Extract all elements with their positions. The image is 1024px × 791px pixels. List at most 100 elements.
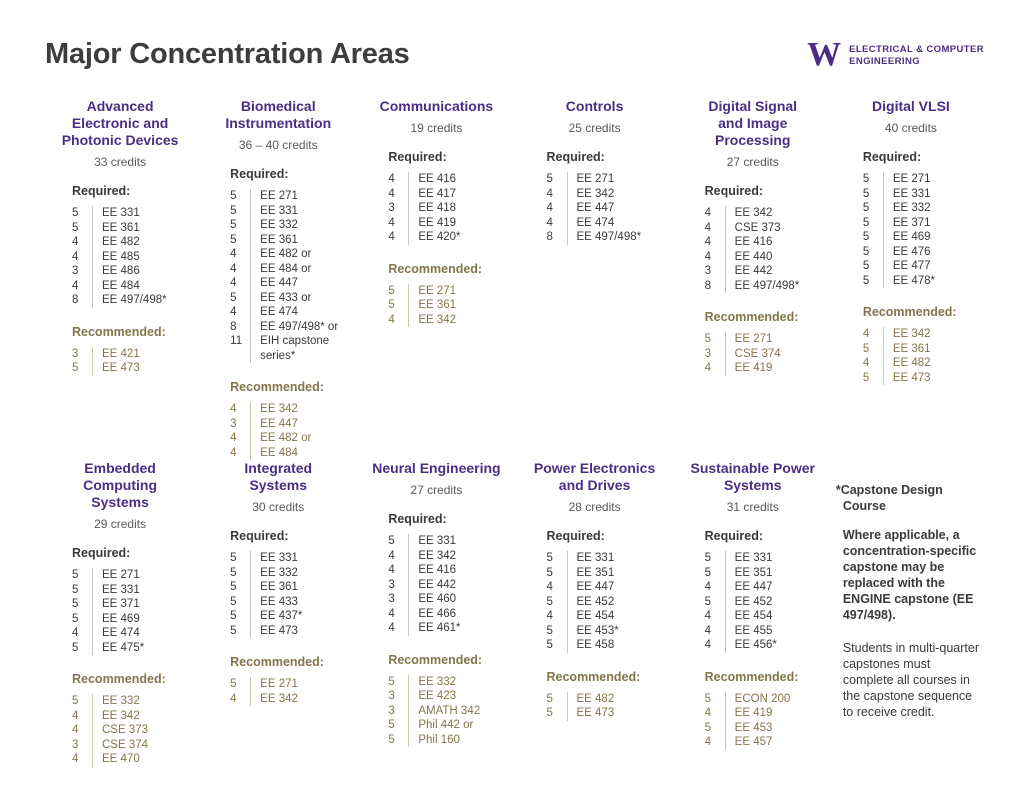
course-name: Phil 442 or (408, 718, 473, 733)
course-name: EE 457 (724, 735, 772, 750)
course-row: 4 EE 342 (72, 708, 195, 723)
footnote-replacement-note: Where applicable, a concentration-specif… (842, 528, 977, 622)
course-name: EE 423 (408, 689, 456, 704)
course-name: EE 331 (250, 203, 298, 218)
course-name: EE 361 (92, 220, 140, 235)
course-row: 5 EE 332 (388, 674, 511, 689)
course-name: EE 447 (566, 580, 614, 595)
course-row: 4 EE 454 (547, 609, 670, 624)
course-name: EE 351 (566, 565, 614, 580)
course-credits: 4 (230, 306, 237, 318)
course-credits: 4 (388, 549, 395, 562)
course-credits: 3 (704, 265, 712, 277)
course-name: EE 474 (250, 305, 298, 320)
course-credits: 5 (546, 707, 553, 719)
recommended-course-list: 5 EE 332 4 EE 342 4 CSE 373 3 CSE 374 4 EE 470 (72, 694, 195, 767)
course-row: 4 EE 447 (230, 276, 353, 291)
concentration-card-digital-vlsi: Digital VLSI 40 credits Required: 5 EE 271 5 E… (836, 98, 986, 433)
course-credits: 5 (230, 595, 237, 608)
concentration-title: Neural Engineering (372, 460, 501, 476)
course-credits: 5 (230, 610, 237, 622)
course-name: EE 447 (250, 416, 298, 431)
course-name: EE 440 (724, 249, 772, 264)
course-row: 11 EIH capstone series* (230, 334, 353, 363)
page-title: Major Concentration Areas (45, 38, 410, 70)
course-row: 4 EE 419 (705, 706, 828, 721)
course-credits: 4 (230, 446, 237, 459)
course-name: EE 484 (92, 278, 140, 293)
course-name: EIH capstone series* (250, 334, 353, 363)
course-name: EE 461* (408, 621, 461, 636)
course-name: EE 482 (566, 691, 614, 706)
recommended-course-list: 4 EE 342 5 EE 361 4 EE 482 5 EE 473 (863, 327, 986, 385)
required-course-list: 5 EE 271 5 EE 331 5 EE 371 5 EE 469 4 EE 474 5 EE 4… (72, 568, 195, 655)
course-credits: 5 (704, 566, 712, 579)
course-credits: 3 (388, 593, 395, 605)
course-credits: 3 (388, 202, 395, 214)
uw-logo-line1: ELECTRICAL & COMPUTER (849, 44, 984, 55)
course-credits: 5 (862, 260, 870, 272)
course-credits: 5 (72, 583, 79, 596)
course-credits: 3 (388, 578, 395, 591)
course-row: 5 EE 371 (863, 215, 986, 230)
course-name: EE 332 (92, 694, 140, 709)
concentration-body: Required: 5 EE 331 5 EE 351 4 EE 447 5 EE 452 4 EE… (547, 529, 670, 721)
course-row: 4 EE 342 (547, 186, 670, 201)
course-name: EE 361 (882, 341, 931, 356)
course-credits: 4 (546, 581, 553, 593)
course-credits: 5 (862, 173, 870, 185)
course-name: EE 417 (408, 186, 456, 201)
course-credits: 5 (704, 721, 712, 734)
course-credits: 5 (388, 284, 395, 297)
course-row: 4 EE 474 (72, 626, 195, 641)
concentration-grid: Advanced Electronic and Photonic Devices… (45, 98, 986, 767)
course-row: 5 EE 473 (547, 706, 670, 721)
course-name: EE 469 (882, 230, 931, 245)
course-row: 4 EE 484 or (230, 261, 353, 276)
course-credits: 5 (388, 719, 395, 731)
course-credits: 4 (704, 707, 712, 719)
course-row: 5 EE 469 (863, 230, 986, 245)
course-row: 8 EE 497/498* (72, 293, 195, 308)
course-credits: 5 (388, 733, 395, 746)
concentration-body: Required: 5 EE 331 4 EE 342 4 EE 416 3 EE 442 3 EE… (388, 512, 511, 747)
course-name: EE 476 (882, 244, 931, 259)
course-row: 3 EE 442 (705, 264, 828, 279)
course-credits: 4 (704, 581, 712, 593)
concentration-credits: 33 credits (94, 155, 147, 169)
course-row: 4 CSE 373 (72, 723, 195, 738)
course-credits: 5 (862, 245, 870, 258)
course-name: EE 433 (250, 594, 298, 609)
course-name: EE 458 (566, 638, 614, 653)
course-credits: 4 (72, 250, 79, 263)
course-name: EE 452 (724, 594, 772, 609)
course-credits: 5 (704, 552, 712, 564)
course-row: 4 EE 482 or (230, 431, 353, 446)
course-row: 5 EE 473 (230, 623, 353, 638)
course-row: 5 EE 371 (72, 597, 195, 612)
course-name: EE 342 (92, 708, 140, 723)
course-credits: 4 (388, 231, 395, 243)
course-name: EE 473 (882, 370, 931, 385)
concentration-card-biomedical-instrumentation: Biomedical Instrumentation 36 – 40 credit… (203, 98, 353, 460)
course-credits: 4 (704, 362, 712, 374)
course-credits: 4 (230, 277, 237, 289)
concentration-credits: 40 credits (884, 121, 937, 135)
recommended-label: Recommended: (388, 261, 483, 276)
concentration-body: Required: 4 EE 416 4 EE 417 3 EE 418 4 EE 419 4 EE… (388, 150, 511, 327)
course-credits: 3 (72, 265, 79, 277)
course-row: 5 EE 332 (72, 694, 195, 709)
required-course-list: 4 EE 416 4 EE 417 3 EE 418 4 EE 419 4 EE 420* (388, 172, 511, 245)
course-row: 5 EE 482 (547, 691, 670, 706)
course-name: EE 419 (724, 361, 772, 376)
required-label: Required: (388, 150, 447, 164)
course-row: 3 EE 486 (72, 264, 195, 279)
course-name: EE 271 (566, 172, 614, 187)
concentration-title: Biomedical Instrumentation (225, 98, 332, 131)
footnote-multi-quarter-note: Students in multi-quarter capstones must… (842, 641, 980, 719)
course-name: EE 271 (250, 189, 298, 204)
course-credits: 5 (230, 566, 237, 579)
course-name: EE 442 (408, 577, 456, 592)
concentration-credits: 19 credits (410, 121, 463, 135)
